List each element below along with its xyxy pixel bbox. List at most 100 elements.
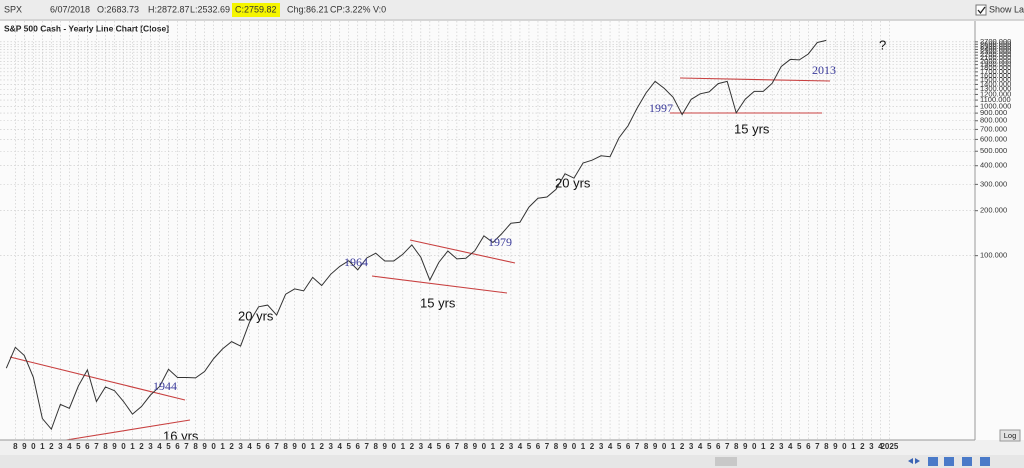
y-tick-label: 1100.000	[980, 95, 1011, 104]
annotation: 1944	[153, 379, 177, 393]
close: C:2759.82	[235, 4, 277, 14]
x-tick-label: 3	[419, 442, 424, 451]
x-tick-label: 2	[590, 442, 595, 451]
x-tick-label: 5	[76, 442, 81, 451]
x-tick-label: 5	[166, 442, 171, 451]
annotation: 2013	[812, 63, 836, 77]
x-tick-label: 5	[527, 442, 532, 451]
x-tick-label: 5	[797, 442, 802, 451]
log-button-label[interactable]: Log	[1004, 431, 1017, 440]
zoom-button[interactable]	[928, 457, 938, 466]
y-tick-label: 1800.000	[980, 63, 1011, 72]
series	[5, 39, 827, 431]
x-tick-label: 7	[184, 442, 189, 451]
x-tick-label: 8	[193, 442, 198, 451]
x-tick-label: 6	[536, 442, 541, 451]
x-tick-label: 9	[563, 442, 568, 451]
annotation: 15 yrs	[734, 121, 770, 136]
change-percent: CP:3.22%	[330, 4, 371, 14]
x-tick-label: 2	[410, 442, 415, 451]
y-tick-label: 400.000	[980, 161, 1007, 170]
y-axis-area	[975, 21, 1024, 440]
x-tick-label: 6	[175, 442, 180, 451]
x-tick-label: 0	[211, 442, 216, 451]
y-tick-label: 1900.000	[980, 60, 1011, 69]
zoom-button[interactable]	[980, 457, 990, 466]
x-tick-label: 0	[31, 442, 36, 451]
log-button[interactable]	[999, 429, 1021, 442]
y-tick-label: 2500.000	[980, 42, 1011, 51]
x-tick-label: 1	[310, 442, 315, 451]
show-last-label[interactable]: Show Last	[989, 4, 1024, 14]
show-last-checkbox[interactable]	[975, 4, 987, 16]
x-tick-label: 3	[328, 442, 333, 451]
x-tick-label: 6	[716, 442, 721, 451]
x-tick-label: 7	[365, 442, 370, 451]
x-tick-label: 5	[617, 442, 622, 451]
scrollbar[interactable]	[0, 455, 1024, 468]
x-tick-label: 0	[572, 442, 577, 451]
x-tick-label: 5	[437, 442, 442, 451]
x-tick-label: 0	[121, 442, 126, 451]
trend-line	[409, 239, 516, 264]
y-tick-label: 1500.000	[980, 75, 1011, 84]
x-tick-label: 9	[473, 442, 478, 451]
x-tick-label: 8	[644, 442, 649, 451]
zoom-button[interactable]	[962, 457, 972, 466]
x-tick-label: 1	[220, 442, 225, 451]
line	[5, 39, 827, 431]
x-tick-label: 0	[392, 442, 397, 451]
x-tick-label: 1	[40, 442, 45, 451]
x-tick-label: 7	[274, 442, 279, 451]
x-tick-label: 4	[608, 442, 613, 451]
grid: 100.000 200.000 300.000 400.000 500.000 600.0…	[0, 21, 1011, 440]
x-tick-label: 3	[689, 442, 694, 451]
x-tick-label: 5	[256, 442, 261, 451]
x-tick-label: 2	[770, 442, 775, 451]
x-tick-label: 1	[401, 442, 406, 451]
x-tick-label: 8	[734, 442, 739, 451]
y-tick-label: 1300.000	[980, 84, 1011, 93]
x-tick-label: 4	[428, 442, 433, 451]
y-tick-label: 2300.000	[980, 47, 1011, 56]
x-tick-label: 9	[292, 442, 297, 451]
x-tick-label: 1	[671, 442, 676, 451]
plot-area	[0, 21, 975, 440]
y-tick-label: 1700.000	[980, 67, 1011, 76]
x-tick-label: 4	[518, 442, 523, 451]
annotation: 20 yrs	[238, 308, 274, 323]
x-tick-label: 4	[788, 442, 793, 451]
y-tick-label: 800.000	[980, 116, 1007, 125]
y-tick-label: 2100.000	[980, 53, 1011, 62]
open: O:2683.73	[97, 4, 139, 14]
symbol: SPX	[4, 4, 22, 14]
zoom-button[interactable]	[944, 457, 954, 466]
x-tick-label: 9	[202, 442, 207, 451]
high: H:2872.87	[148, 4, 190, 14]
x-tick-label: 5	[347, 442, 352, 451]
x-tick-label: 8	[103, 442, 108, 451]
close-highlight	[232, 3, 280, 17]
x-tick-label: 7	[635, 442, 640, 451]
x-tick-label: 8	[374, 442, 379, 451]
trend-line	[679, 77, 831, 82]
x-tick-label: 3	[599, 442, 604, 451]
y-tick-label: 1200.000	[980, 89, 1011, 98]
x-tick-label: 5	[707, 442, 712, 451]
x-tick-label: 9	[833, 442, 838, 451]
x-tick-label: 7	[455, 442, 460, 451]
x-tick-label: 1	[491, 442, 496, 451]
x-tick-label: 4	[878, 442, 883, 451]
trend-line	[9, 356, 186, 401]
annotation: 1964	[344, 255, 368, 269]
x-tick-label: 9	[112, 442, 117, 451]
x-tick-label: 2	[49, 442, 54, 451]
scroll-thumb[interactable]	[715, 457, 737, 466]
y-tick-label: 1600.000	[980, 71, 1011, 80]
x-tick-label: 8	[283, 442, 288, 451]
scroll-arrows[interactable]	[908, 458, 920, 464]
x-tick-label: 2	[319, 442, 324, 451]
y-tick-label: 1400.000	[980, 79, 1011, 88]
x-tick-label: 3	[869, 442, 874, 451]
